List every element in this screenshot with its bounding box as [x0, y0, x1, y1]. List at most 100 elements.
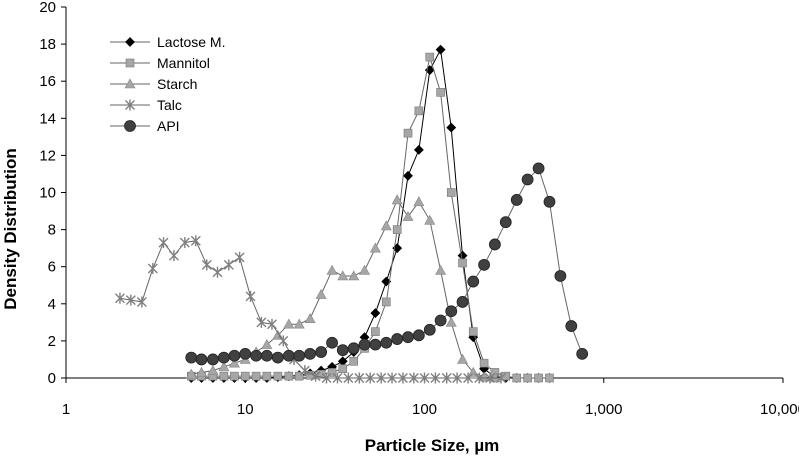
data-point-api	[434, 314, 447, 327]
data-point-mannitol	[545, 373, 554, 383]
data-point-mannitol	[446, 188, 456, 197]
data-point-lactose-m	[370, 308, 381, 318]
series-starch	[185, 194, 501, 383]
data-point-starch	[185, 368, 197, 379]
data-point-mannitol	[501, 371, 511, 381]
y-tick-label: 14	[39, 110, 56, 127]
data-point-starch	[283, 318, 295, 329]
data-point-starch	[402, 210, 414, 221]
legend-item-starch: Starch	[110, 76, 197, 92]
data-point-talc	[201, 259, 212, 271]
data-point-talc	[495, 372, 506, 384]
data-point-talc	[179, 237, 190, 249]
data-point-mannitol	[414, 106, 424, 116]
data-point-api	[195, 353, 208, 366]
series-line-api	[191, 167, 583, 360]
data-point-mannitol	[458, 258, 467, 268]
legend-label: Mannitol	[157, 55, 210, 71]
legend-label: Lactose M.	[157, 34, 225, 50]
legend-item-lactose-m: Lactose M.	[110, 34, 225, 50]
legend-label: Starch	[157, 76, 197, 92]
data-point-talc	[354, 372, 365, 384]
y-axis-title: Density Distribution	[1, 148, 20, 310]
x-tick-label: 10	[237, 401, 254, 418]
data-point-talc	[147, 263, 158, 275]
data-point-api	[250, 349, 263, 362]
data-point-api	[217, 351, 230, 364]
legend-item-api: API	[110, 118, 180, 134]
data-point-starch	[457, 353, 469, 364]
data-point-mannitol	[468, 327, 478, 336]
data-point-mannitol	[327, 368, 337, 377]
data-point-lactose-m	[446, 122, 457, 133]
data-point-api	[336, 344, 349, 357]
data-point-api	[380, 336, 393, 349]
data-point-talc	[376, 372, 387, 384]
data-point-api	[326, 336, 338, 349]
data-point-api	[423, 323, 436, 336]
data-point-mannitol	[230, 371, 239, 381]
data-point-starch	[413, 196, 425, 207]
data-point-api	[391, 333, 404, 345]
x-tick-label: 100	[412, 401, 437, 418]
data-point-mannitol	[219, 371, 229, 381]
series-api	[185, 162, 589, 366]
data-point-talc	[212, 266, 223, 278]
data-point-talc	[125, 294, 136, 306]
data-point-api	[282, 349, 295, 362]
data-point-api	[315, 346, 328, 358]
data-point-mannitol	[251, 371, 261, 381]
data-point-api	[185, 351, 198, 364]
data-point-api	[260, 349, 273, 362]
data-point-api	[304, 347, 316, 360]
data-point-starch	[337, 270, 349, 281]
y-tick-label: 20	[39, 0, 56, 16]
series-line-mannitol	[191, 56, 550, 379]
legend-marker	[125, 58, 135, 68]
data-point-mannitol	[262, 371, 272, 381]
data-point-talc	[234, 251, 245, 263]
data-point-api	[554, 270, 567, 282]
data-point-mannitol	[534, 373, 543, 383]
data-point-api	[239, 347, 252, 360]
x-tick-label: 1,000	[585, 401, 623, 418]
data-point-mannitol	[371, 327, 380, 336]
data-point-talc	[365, 372, 376, 384]
plot-area: 0 2 4 6 8 10 12 14 16 18 20 1 10 100 1,000 10,000	[39, 0, 799, 418]
data-point-api	[576, 347, 589, 360]
legend-marker	[124, 120, 136, 132]
data-point-lactose-m	[435, 44, 446, 55]
data-point-mannitol	[240, 371, 250, 381]
data-point-talc	[136, 296, 147, 308]
data-point-starch	[315, 288, 327, 299]
data-point-starch	[326, 264, 338, 275]
data-point-api	[347, 342, 360, 355]
data-point-starch	[195, 366, 208, 377]
data-point-talc	[332, 372, 343, 384]
x-tick-label: 1	[62, 401, 70, 418]
data-point-talc	[397, 372, 408, 384]
x-ticks: 1 10 100 1,000 10,000	[62, 378, 799, 418]
data-point-starch	[380, 220, 392, 231]
data-point-starch	[435, 264, 447, 275]
data-point-starch	[359, 264, 371, 275]
legend-label: Talc	[157, 97, 182, 113]
data-point-lactose-m	[403, 170, 413, 181]
data-point-talc	[245, 290, 256, 302]
data-point-talc	[158, 237, 169, 249]
data-point-starch	[304, 313, 316, 323]
data-point-api	[488, 238, 501, 251]
data-point-talc	[114, 292, 125, 304]
data-point-api	[369, 338, 382, 351]
data-point-talc	[321, 372, 332, 384]
y-tick-label: 18	[39, 36, 56, 53]
data-point-mannitol	[392, 225, 402, 234]
y-tick-label: 4	[48, 296, 56, 313]
data-point-api	[499, 216, 512, 229]
data-point-talc	[267, 318, 277, 330]
data-point-talc	[485, 372, 496, 384]
data-point-api	[467, 275, 480, 288]
data-point-starch	[293, 318, 305, 329]
data-point-starch	[261, 338, 273, 349]
